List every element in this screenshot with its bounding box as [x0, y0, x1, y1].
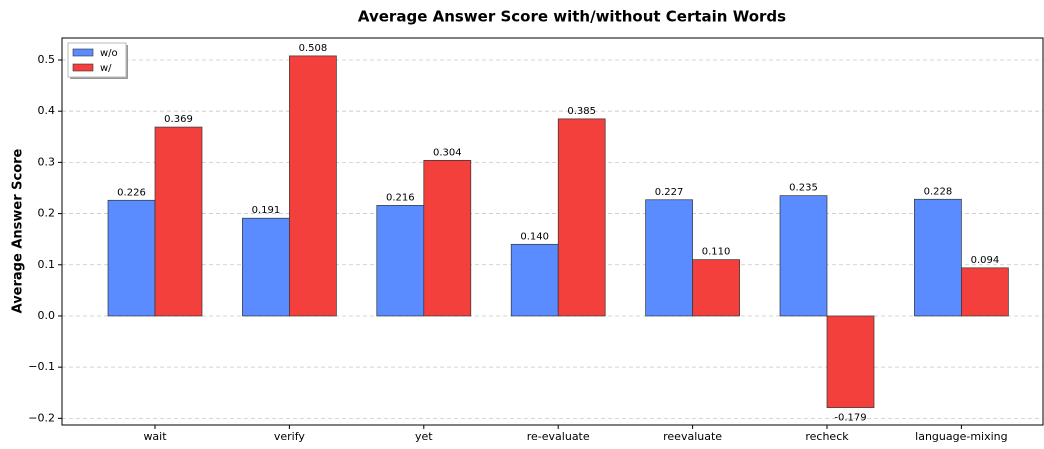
y-tick-label: 0.4: [38, 104, 56, 117]
value-label: 0.094: [971, 255, 1000, 266]
value-label: 0.369: [164, 114, 193, 125]
value-label: 0.140: [520, 231, 549, 242]
value-label: 0.216: [386, 192, 415, 203]
legend-label: w/: [100, 63, 112, 74]
chart-title: Average Answer Score with/without Certai…: [358, 8, 786, 26]
value-label: 0.227: [655, 187, 684, 198]
y-tick-label: −0.1: [28, 360, 55, 373]
legend-swatch: [72, 63, 94, 72]
bar: [914, 198, 962, 317]
bar: [154, 126, 203, 317]
bar: [645, 199, 693, 317]
y-tick-label: 0.5: [38, 53, 56, 66]
y-tick-label: 0.2: [38, 207, 56, 220]
bar: [376, 205, 425, 317]
bar: [826, 315, 875, 408]
bar: [289, 55, 337, 317]
x-tick-label: verify: [274, 430, 306, 443]
legend-box: [67, 42, 127, 78]
y-axis-label: Average Answer Score: [11, 148, 26, 313]
legend-label: w/o: [100, 48, 118, 59]
value-label: -0.179: [834, 413, 866, 424]
legend-swatch: [72, 48, 94, 57]
bar: [961, 267, 1009, 317]
y-tick-label: 0.3: [38, 155, 56, 168]
value-label: 0.226: [117, 187, 146, 198]
y-tick-label: 0.0: [38, 309, 56, 322]
x-tick-label: yet: [415, 430, 433, 443]
value-label: 0.235: [789, 183, 818, 194]
value-label: 0.385: [567, 106, 596, 117]
value-label: 0.191: [252, 205, 281, 216]
bar: [779, 195, 828, 317]
value-label: 0.110: [702, 247, 731, 258]
plot-frame: [61, 37, 1044, 426]
bar: [423, 159, 472, 317]
y-tick-label: 0.1: [38, 258, 56, 271]
y-tick-label: −0.2: [28, 411, 55, 424]
value-label: 0.228: [924, 186, 953, 197]
value-label: 0.508: [299, 43, 328, 54]
x-tick-label: language-mixing: [915, 430, 1007, 443]
x-tick-label: reevaluate: [663, 430, 722, 443]
x-tick-label: wait: [143, 430, 167, 443]
bar: [692, 259, 740, 317]
bar: [107, 199, 156, 317]
value-label: 0.304: [433, 147, 462, 158]
x-tick-label: re-evaluate: [527, 430, 590, 443]
bar: [510, 243, 559, 317]
bar: [557, 118, 606, 317]
bar: [242, 217, 290, 317]
x-tick-label: recheck: [805, 430, 849, 443]
